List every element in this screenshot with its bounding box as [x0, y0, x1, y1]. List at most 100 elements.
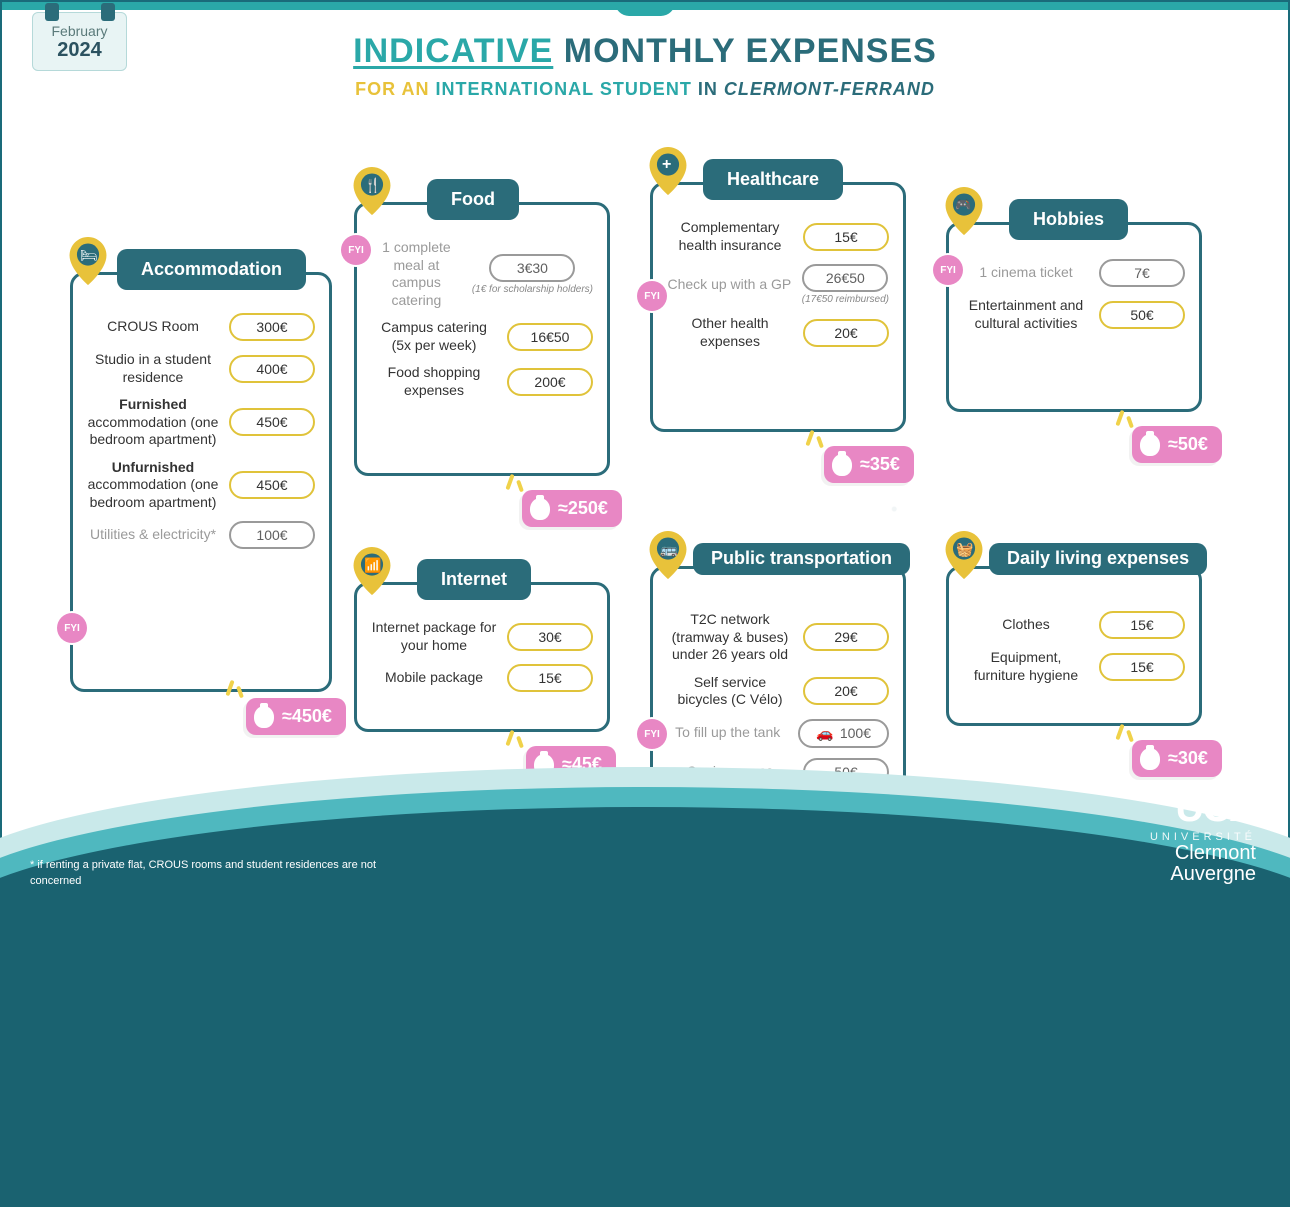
card-hobbies: 🎮 Hobbies 1 cinema ticket 7€ Entertainme… — [946, 222, 1202, 412]
row-cinema: 1 cinema ticket 7€ — [963, 259, 1185, 287]
bold-furnished: Furnished — [119, 396, 187, 412]
label-t2c: T2C network (tramway & buses) under 26 y… — [667, 611, 793, 664]
subtitle-city: CLERMONT-FERRAND — [724, 79, 935, 99]
card-accommodation: 🛏 Accommodation CROUS Room 300€ Studio i… — [70, 272, 332, 692]
note-meal: (1€ for scholarship holders) — [472, 284, 593, 295]
label-catering: Campus catering (5x per week) — [371, 319, 497, 354]
label-crous: CROUS Room — [87, 318, 219, 336]
row-crous: CROUS Room 300€ — [87, 313, 315, 341]
total-hobbies: ≈50€ — [1132, 426, 1222, 463]
label-gp: Check up with a GP — [667, 276, 792, 294]
page-title: INDICATIVE MONTHLY EXPENSES — [2, 32, 1288, 71]
value-utilities: 100€ — [229, 521, 315, 549]
pin-icon: 🍴 — [353, 167, 391, 215]
title-block: INDICATIVE MONTHLY EXPENSES FOR AN INTER… — [2, 32, 1288, 100]
total-daily: ≈30€ — [1132, 740, 1222, 777]
university-logo: UCA UNIVERSITÉ Clermont Auvergne — [1150, 786, 1256, 885]
row-unfurnished: Unfurnished accommodation (one bedroom a… — [87, 459, 315, 512]
value-meal: 3€30 — [489, 254, 575, 282]
label-otherhealth: Other health expenses — [667, 315, 793, 350]
row-equipment: Equipment, furniture hygiene 15€ — [963, 649, 1185, 684]
value-studio: 400€ — [229, 355, 315, 383]
card-daily: 🧺 Daily living expenses Clothes 15€ Equi… — [946, 566, 1202, 726]
row-tank: To fill up the tank 🚗 100€ — [667, 719, 889, 748]
pin-icon: + — [649, 147, 687, 195]
card-title-food: Food — [427, 179, 519, 220]
card-title-hobbies: Hobbies — [1009, 199, 1128, 240]
label-utilities: Utilities & electricity* — [87, 526, 219, 544]
label-shopping: Food shopping expenses — [371, 364, 497, 399]
label-internetpkg: Internet package for your home — [371, 619, 497, 654]
logo-name1: Clermont — [1150, 843, 1256, 864]
card-healthcare: + Healthcare Complementary health insura… — [650, 182, 906, 432]
title-rest: MONTHLY EXPENSES — [553, 32, 937, 70]
label-equipment: Equipment, furniture hygiene — [963, 649, 1089, 684]
row-furnished: Furnished accommodation (one bedroom apa… — [87, 396, 315, 449]
sparkle-icon — [502, 726, 530, 754]
title-underlined: INDICATIVE — [353, 32, 553, 70]
card-food: 🍴 Food 1 complete meal at campus caterin… — [354, 202, 610, 476]
label-mobile: Mobile package — [371, 669, 497, 687]
fyi-badge: FYI — [341, 235, 371, 265]
value-cinema: 7€ — [1099, 259, 1185, 287]
value-furnished: 450€ — [229, 408, 315, 436]
value-velo: 20€ — [803, 677, 889, 705]
row-shopping: Food shopping expenses 200€ — [371, 364, 593, 399]
row-studio: Studio in a student residence 400€ — [87, 351, 315, 386]
subtitle-international: INTERNATIONAL STUDENT — [435, 79, 691, 99]
value-clothes: 15€ — [1099, 611, 1185, 639]
total-healthcare: ≈35€ — [824, 446, 914, 483]
fyi-badge: FYI — [637, 719, 667, 749]
fyi-badge: FYI — [637, 281, 667, 311]
value-t2c: 29€ — [803, 623, 889, 651]
row-insurance: Complementary health insurance 15€ — [667, 219, 889, 254]
fyi-badge: FYI — [57, 613, 87, 643]
value-crous: 300€ — [229, 313, 315, 341]
top-accent-bar — [2, 2, 1288, 10]
label-entertainment: Entertainment and cultural activities — [963, 297, 1089, 332]
total-food: ≈250€ — [522, 490, 622, 527]
car-icon: 🚗 — [816, 725, 833, 742]
row-utilities: Utilities & electricity* 100€ — [87, 521, 315, 549]
row-internetpkg: Internet package for your home 30€ — [371, 619, 593, 654]
value-internetpkg: 30€ — [507, 623, 593, 651]
value-equipment: 15€ — [1099, 653, 1185, 681]
value-tank-text: 100€ — [840, 725, 871, 741]
fyi-badge: FYI — [933, 255, 963, 285]
label-tank: To fill up the tank — [667, 724, 788, 742]
label-cinema: 1 cinema ticket — [963, 264, 1089, 282]
row-t2c: T2C network (tramway & buses) under 26 y… — [667, 611, 889, 664]
footnote-text: * if renting a private flat, CROUS rooms… — [30, 858, 430, 889]
row-entertainment: Entertainment and cultural activities 50… — [963, 297, 1185, 332]
subtitle-in: IN — [692, 79, 724, 99]
row-otherhealth: Other health expenses 20€ — [667, 315, 889, 350]
pin-icon: 🛏 — [69, 237, 107, 285]
value-catering: 16€50 — [507, 323, 593, 351]
value-tank: 🚗 100€ — [798, 719, 889, 748]
bold-unfurnished: Unfurnished — [112, 459, 194, 475]
logo-mark: UCA — [1150, 786, 1256, 831]
label-velo: Self service bicycles (C Vélo) — [667, 674, 793, 709]
row-mobile: Mobile package 15€ — [371, 664, 593, 692]
card-title-daily: Daily living expenses — [989, 543, 1207, 575]
pin-icon: 📶 — [353, 547, 391, 595]
value-mobile: 15€ — [507, 664, 593, 692]
value-insurance: 15€ — [803, 223, 889, 251]
value-unfurnished: 450€ — [229, 471, 315, 499]
pin-icon: 🎮 — [945, 187, 983, 235]
page-subtitle: FOR AN INTERNATIONAL STUDENT IN CLERMONT… — [2, 79, 1288, 100]
card-title-internet: Internet — [417, 559, 531, 600]
logo-name2: Auvergne — [1150, 864, 1256, 885]
logo-sub: UNIVERSITÉ — [1150, 831, 1256, 843]
pin-icon: 🧺 — [945, 531, 983, 579]
label-unfurnished: Unfurnished accommodation (one bedroom a… — [87, 459, 219, 512]
row-catering: Campus catering (5x per week) 16€50 — [371, 319, 593, 354]
card-internet: 📶 Internet Internet package for your hom… — [354, 582, 610, 732]
label-insurance: Complementary health insurance — [667, 219, 793, 254]
row-meal: 1 complete meal at campus catering 3€30 … — [371, 239, 593, 309]
value-otherhealth: 20€ — [803, 319, 889, 347]
label-studio: Studio in a student residence — [87, 351, 219, 386]
value-shopping: 200€ — [507, 368, 593, 396]
subtitle-for: FOR AN — [355, 79, 435, 99]
row-velo: Self service bicycles (C Vélo) 20€ — [667, 674, 889, 709]
